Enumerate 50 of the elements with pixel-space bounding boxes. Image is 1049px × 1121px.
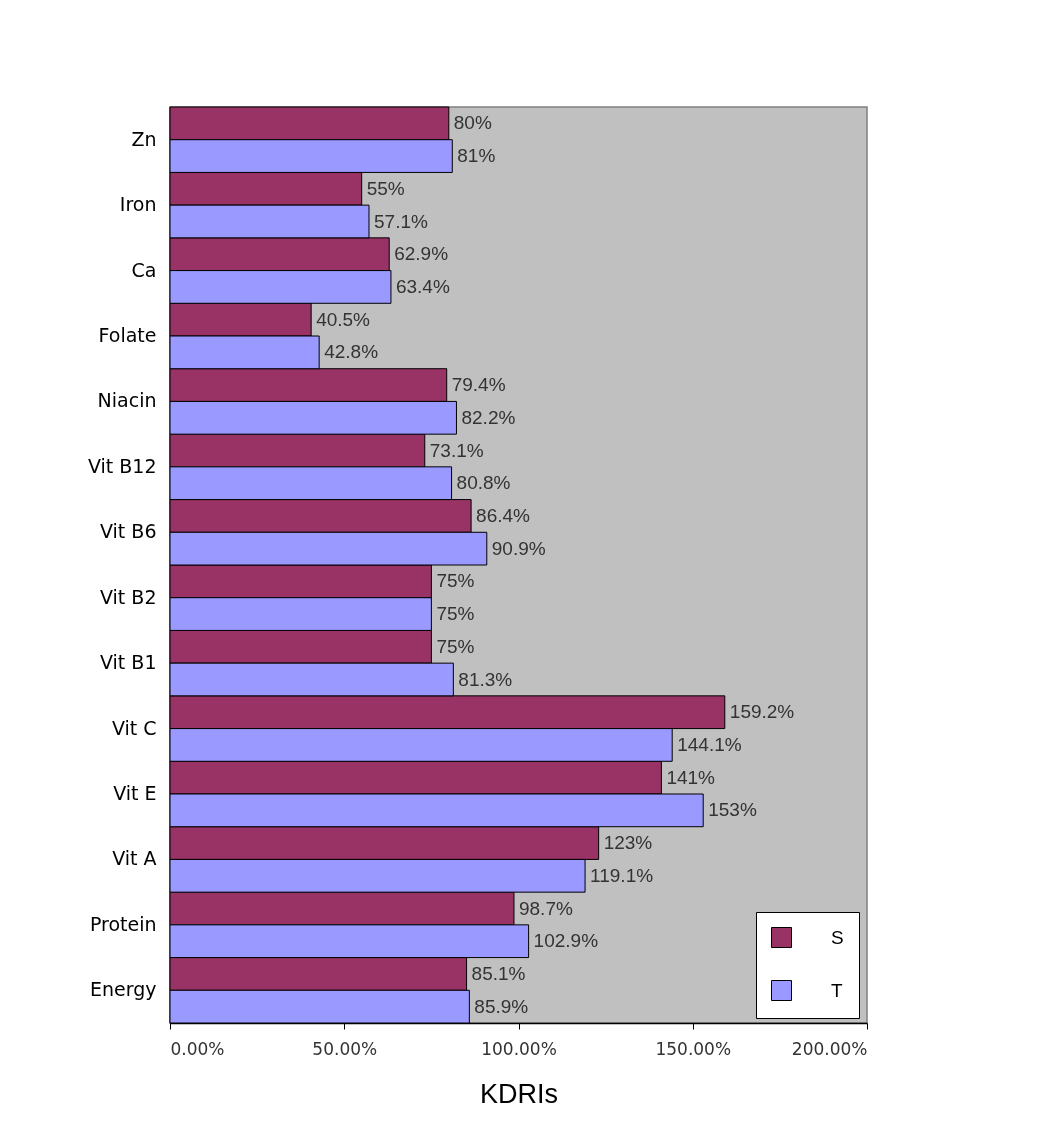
y-tick-label: Niacin	[97, 389, 157, 412]
y-tick-label: Iron	[119, 193, 157, 216]
data-label: 90.9%	[491, 537, 546, 559]
data-label: 75%	[436, 570, 475, 592]
y-tick-label: Zn	[131, 127, 157, 150]
y-tick-label: Vit C	[111, 716, 157, 739]
data-label: 57.1%	[373, 210, 428, 232]
y-tick-label: Ca	[131, 258, 157, 281]
data-label: 159.2%	[729, 701, 795, 723]
x-tick-label: 150.00%	[655, 1038, 732, 1059]
data-label: 102.9%	[533, 930, 599, 952]
y-tick-label: Vit B2	[100, 585, 157, 608]
legend-label: S	[831, 926, 844, 948]
data-label: 75%	[436, 635, 475, 657]
data-label: 40.5%	[316, 308, 371, 330]
y-tick-label: Folate	[98, 324, 157, 346]
data-label: 42.8%	[324, 341, 379, 363]
y-tick-label: Vit A	[112, 847, 157, 870]
y-tick-label: Vit B12	[87, 454, 157, 477]
y-tick-label: Energy	[89, 978, 157, 1001]
data-label: 55%	[366, 177, 405, 199]
data-label: 82.2%	[461, 406, 516, 428]
x-tick-label: 200.00%	[791, 1038, 868, 1059]
data-label: 144.1%	[677, 733, 742, 755]
data-label: 98.7%	[518, 897, 573, 919]
data-label: 119.1%	[590, 864, 654, 886]
data-label: 81%	[457, 145, 496, 167]
x-tick-label: 100.00%	[481, 1038, 557, 1059]
x-axis-title: KDRIs	[479, 1078, 559, 1109]
data-label: 79.4%	[451, 374, 506, 396]
data-label: 73.1%	[429, 439, 484, 461]
data-label: 75%	[436, 603, 475, 625]
data-label: 62.9%	[394, 243, 449, 265]
data-label: 153%	[708, 799, 757, 821]
y-tick-label: Vit B6	[100, 520, 157, 543]
data-label: 80%	[453, 112, 492, 134]
x-tick-label: 50.00%	[312, 1038, 378, 1059]
y-tick-label: Vit E	[113, 782, 157, 804]
data-label: 63.4%	[395, 275, 450, 297]
data-label: 86.4%	[476, 504, 531, 526]
y-tick-label: Vit B1	[100, 651, 157, 674]
x-tick-label: 0.00%	[170, 1038, 225, 1059]
data-label: 80.8%	[456, 472, 511, 494]
data-label: 85.1%	[471, 962, 526, 984]
legend-label: T	[831, 979, 843, 1001]
data-label: 141%	[666, 766, 716, 788]
data-label: 123%	[603, 832, 653, 854]
y-tick-label: Protein	[89, 912, 157, 935]
data-label: 85.9%	[474, 995, 529, 1017]
data-label: 81.3%	[458, 668, 513, 690]
